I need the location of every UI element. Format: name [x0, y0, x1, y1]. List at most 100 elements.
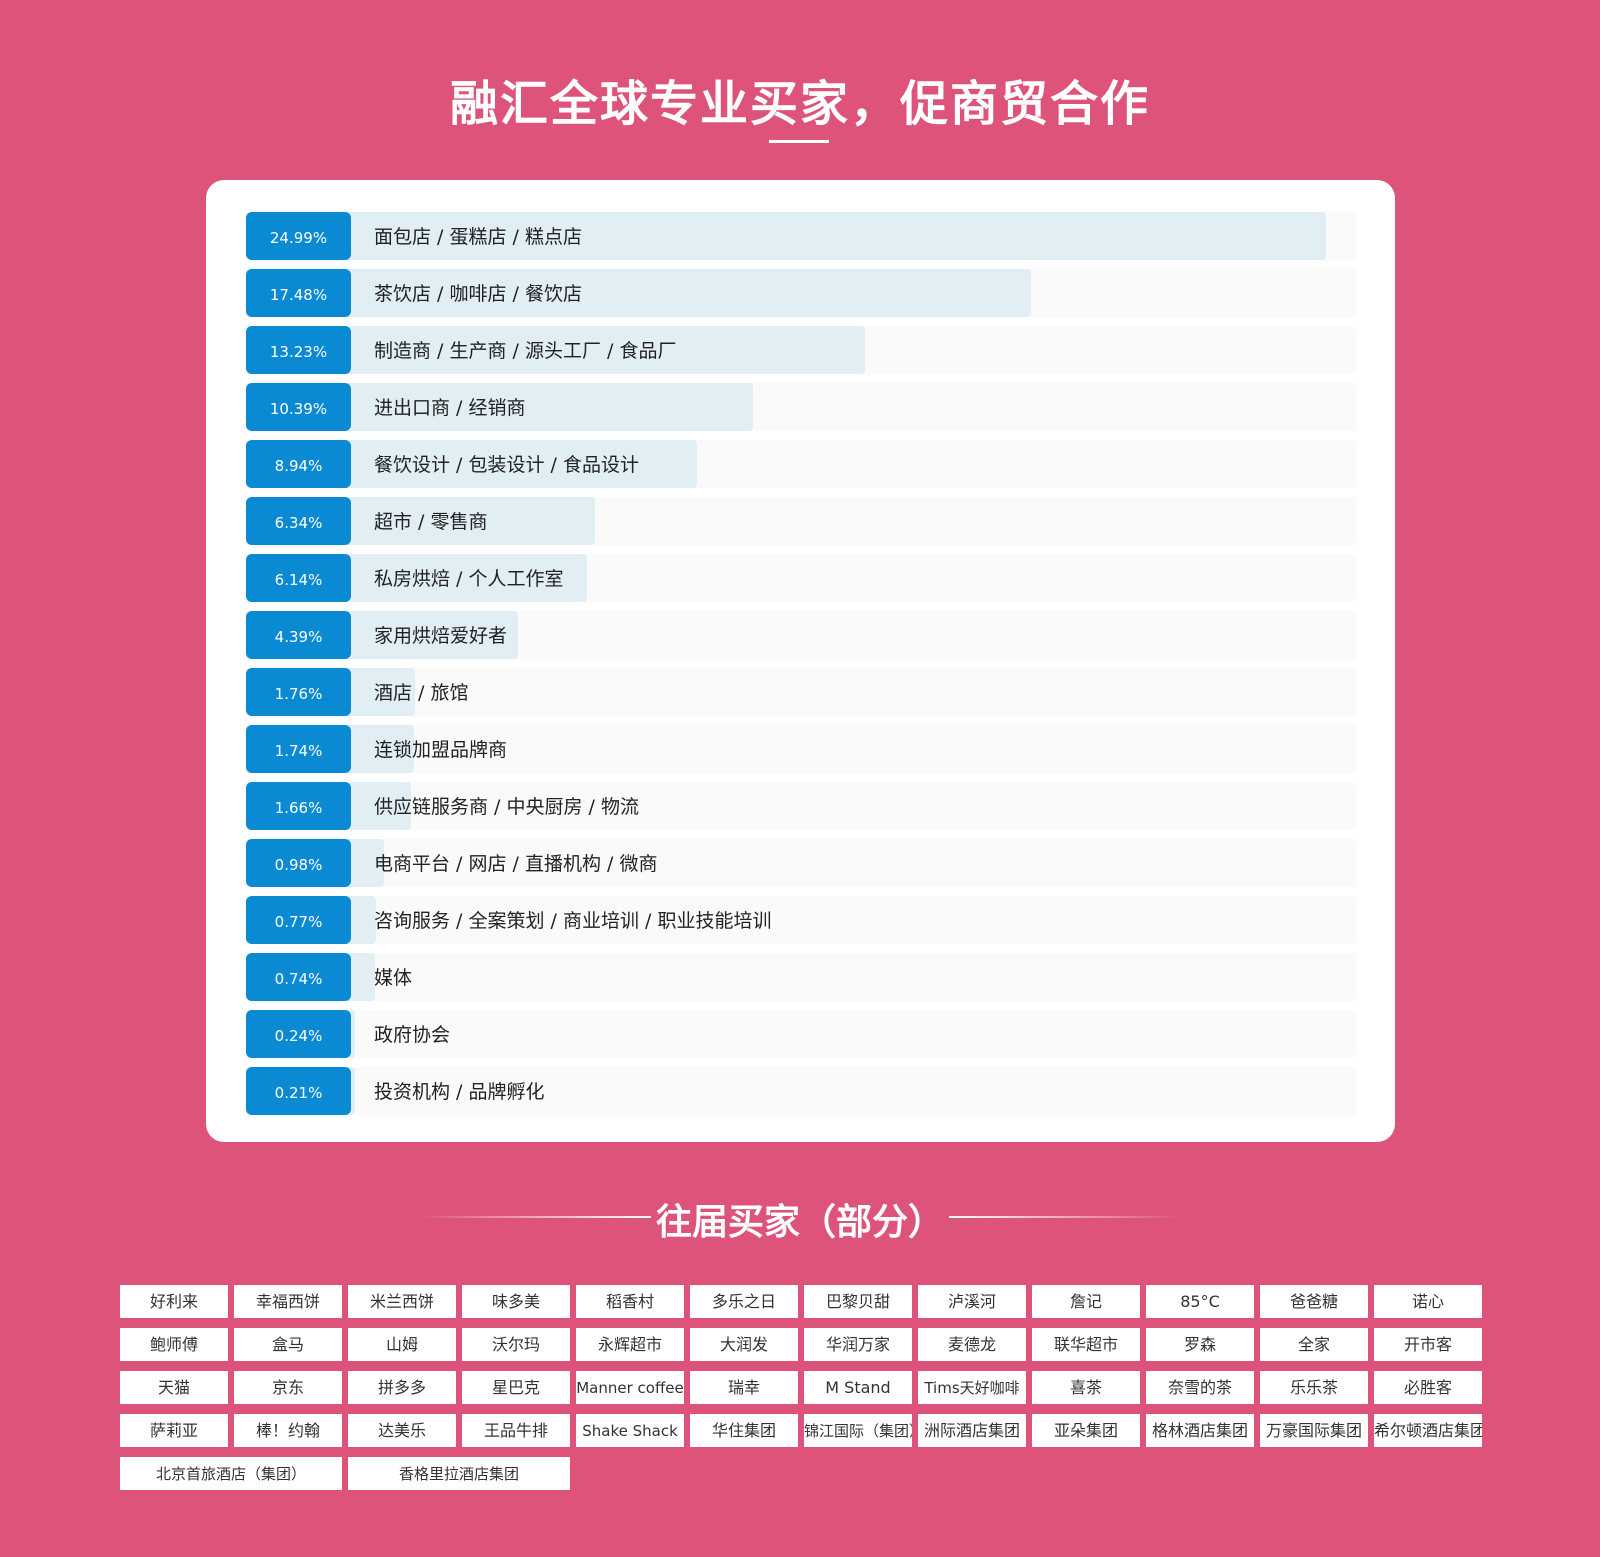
buyer-tile: 巴黎贝甜 [804, 1285, 912, 1318]
bar-track [246, 668, 1356, 716]
bar [246, 269, 1031, 317]
buyer-tile: 天猫 [120, 1371, 228, 1404]
bar-category-label: 面包店 / 蛋糕店 / 糕点店 [374, 226, 582, 248]
bar-category-label: 咨询服务 / 全案策划 / 商业培训 / 职业技能培训 [374, 910, 772, 932]
bar-value-label: 17.48% [246, 269, 351, 317]
bar-value-label: 6.34% [246, 497, 351, 545]
buyer-tile: 拼多多 [348, 1371, 456, 1404]
bar-row: 0.77% 咨询服务 / 全案策划 / 商业培训 / 职业技能培训 [246, 896, 1356, 944]
buyer-tile: 大润发 [690, 1328, 798, 1361]
bar-value-label: 1.76% [246, 668, 351, 716]
buyer-tile: 喜茶 [1032, 1371, 1140, 1404]
buyer-tile: Shake Shack [576, 1414, 684, 1447]
bar-row: 8.94% 餐饮设计 / 包装设计 / 食品设计 [246, 440, 1356, 488]
bar-row: 13.23% 制造商 / 生产商 / 源头工厂 / 食品厂 [246, 326, 1356, 374]
bar-track [246, 839, 1356, 887]
buyer-tile: 华润万家 [804, 1328, 912, 1361]
buyer-tile: 鲍师傅 [120, 1328, 228, 1361]
bar-category-label: 私房烘焙 / 个人工作室 [374, 568, 564, 590]
bar-track [246, 1010, 1356, 1058]
bar-value-label: 0.98% [246, 839, 351, 887]
bar-category-label: 茶饮店 / 咖啡店 / 餐饮店 [374, 283, 582, 305]
buyer-tile: 万豪国际集团 [1260, 1414, 1368, 1447]
buyer-tile: 山姆 [348, 1328, 456, 1361]
bar-value-label: 4.39% [246, 611, 351, 659]
buyer-tile: 味多美 [462, 1285, 570, 1318]
bar-category-label: 酒店 / 旅馆 [374, 682, 469, 704]
buyer-distribution-chart: 24.99% 面包店 / 蛋糕店 / 糕点店 17.48% 茶饮店 / 咖啡店 / 餐… [206, 180, 1395, 1142]
buyer-tile: 洲际酒店集团 [918, 1414, 1026, 1447]
buyer-tile: 盒马 [234, 1328, 342, 1361]
bar-category-label: 家用烘焙爱好者 [374, 625, 508, 647]
buyer-tile: 希尔顿酒店集团 [1374, 1414, 1482, 1447]
buyer-tile: 奈雪的茶 [1146, 1371, 1254, 1404]
buyer-tile: 全家 [1260, 1328, 1368, 1361]
bar-row: 1.66% 供应链服务商 / 中央厨房 / 物流 [246, 782, 1356, 830]
bar-value-label: 10.39% [246, 383, 351, 431]
buyer-tile: 85°C [1146, 1285, 1254, 1318]
buyer-tile: 罗森 [1146, 1328, 1254, 1361]
bar-track [246, 725, 1356, 773]
buyer-tile: 香格里拉酒店集团 [348, 1457, 570, 1490]
buyer-tile: 幸福西饼 [234, 1285, 342, 1318]
bar-row: 0.74% 媒体 [246, 953, 1356, 1001]
buyer-tile: 达美乐 [348, 1414, 456, 1447]
buyer-tile: 棒！约翰 [234, 1414, 342, 1447]
bar-row: 1.74% 连锁加盟品牌商 [246, 725, 1356, 773]
bar-row: 1.76% 酒店 / 旅馆 [246, 668, 1356, 716]
buyer-tile: 永辉超市 [576, 1328, 684, 1361]
buyer-tile: 麦德龙 [918, 1328, 1026, 1361]
bar-category-label: 投资机构 / 品牌孵化 [374, 1081, 545, 1103]
bar-value-label: 1.74% [246, 725, 351, 773]
buyer-tile: 诺心 [1374, 1285, 1482, 1318]
buyer-tile: 泸溪河 [918, 1285, 1026, 1318]
buyer-tile: M Stand [804, 1371, 912, 1404]
bar-row: 4.39% 家用烘焙爱好者 [246, 611, 1356, 659]
bar-category-label: 供应链服务商 / 中央厨房 / 物流 [374, 796, 639, 818]
bar-category-label: 进出口商 / 经销商 [374, 397, 526, 419]
buyer-tile: 京东 [234, 1371, 342, 1404]
bar-value-label: 0.77% [246, 896, 351, 944]
bar-row: 10.39% 进出口商 / 经销商 [246, 383, 1356, 431]
bar-category-label: 媒体 [374, 967, 413, 989]
bar-value-label: 24.99% [246, 212, 351, 260]
title-underline [769, 140, 829, 143]
bar-value-label: 0.21% [246, 1067, 351, 1115]
bar-category-label: 制造商 / 生产商 / 源头工厂 / 食品厂 [374, 340, 677, 362]
buyer-tile: 亚朵集团 [1032, 1414, 1140, 1447]
buyer-tile: 星巴克 [462, 1371, 570, 1404]
bar-row: 0.21% 投资机构 / 品牌孵化 [246, 1067, 1356, 1115]
bar-row: 17.48% 茶饮店 / 咖啡店 / 餐饮店 [246, 269, 1356, 317]
bar-category-label: 连锁加盟品牌商 [374, 739, 508, 761]
section-divider-right [949, 1216, 1184, 1218]
bar-value-label: 0.74% [246, 953, 351, 1001]
buyer-tile: 爸爸糖 [1260, 1285, 1368, 1318]
section-divider-left [416, 1216, 651, 1218]
buyer-tile: 华住集团 [690, 1414, 798, 1447]
buyer-tile: 必胜客 [1374, 1371, 1482, 1404]
bar-value-label: 8.94% [246, 440, 351, 488]
buyer-tile: 乐乐茶 [1260, 1371, 1368, 1404]
bar-row: 0.98% 电商平台 / 网店 / 直播机构 / 微商 [246, 839, 1356, 887]
bar-value-label: 6.14% [246, 554, 351, 602]
buyer-tile: 联华超市 [1032, 1328, 1140, 1361]
buyer-tile: 王品牛排 [462, 1414, 570, 1447]
buyer-tile: 格林酒店集团 [1146, 1414, 1254, 1447]
buyer-tile: 好利来 [120, 1285, 228, 1318]
page-title: 融汇全球专业买家，促商贸合作 [449, 76, 1150, 132]
buyer-tile: 沃尔玛 [462, 1328, 570, 1361]
buyer-tile: 米兰西饼 [348, 1285, 456, 1318]
bar-row: 6.14% 私房烘焙 / 个人工作室 [246, 554, 1356, 602]
bar-row: 6.34% 超市 / 零售商 [246, 497, 1356, 545]
bar-category-label: 政府协会 [374, 1024, 451, 1046]
bar-value-label: 1.66% [246, 782, 351, 830]
bar-row: 0.24% 政府协会 [246, 1010, 1356, 1058]
buyer-tile: 锦江国际（集团） [804, 1414, 912, 1447]
bar-track [246, 782, 1356, 830]
bar-value-label: 0.24% [246, 1010, 351, 1058]
buyer-tile: 稻香村 [576, 1285, 684, 1318]
bar-track [246, 896, 1356, 944]
buyer-tile: Manner coffee [576, 1371, 684, 1404]
bar-row: 24.99% 面包店 / 蛋糕店 / 糕点店 [246, 212, 1356, 260]
bar-category-label: 电商平台 / 网店 / 直播机构 / 微商 [374, 853, 658, 875]
